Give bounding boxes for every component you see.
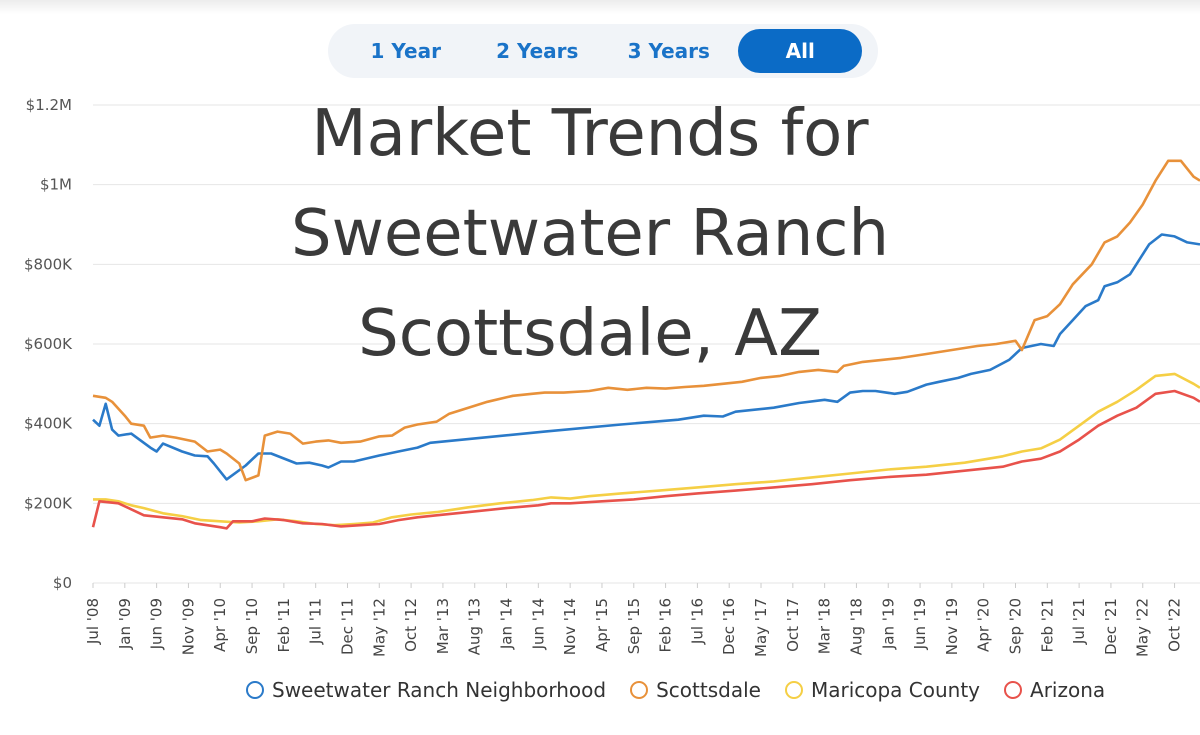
y-tick-label: $200K bbox=[24, 494, 73, 512]
x-tick-label: Jan '14 bbox=[498, 598, 516, 650]
x-tick-label: Jun '19 bbox=[911, 598, 929, 650]
legend-item-scottsdale[interactable]: Scottsdale bbox=[630, 678, 761, 702]
range-tab-3-years[interactable]: 3 Years bbox=[627, 39, 710, 63]
x-tick-label: Mar '18 bbox=[816, 598, 834, 654]
y-tick-label: $600K bbox=[24, 335, 73, 353]
x-tick-label: Apr '20 bbox=[975, 598, 993, 652]
series-lines bbox=[91, 159, 1200, 530]
series-line-sweetwater-ranch-neighborhood bbox=[92, 233, 1200, 481]
x-tick-label: Nov '19 bbox=[943, 598, 961, 655]
y-tick-label: $400K bbox=[24, 415, 73, 433]
chart-title: Market Trends for Sweetwater Ranch Scott… bbox=[180, 84, 1000, 384]
y-tick-label: $1.2M bbox=[26, 96, 72, 114]
y-axis-ticks: $0 $200K $400K $600K $800K $1M $1.2M bbox=[24, 96, 73, 592]
series-line-scottsdale bbox=[92, 159, 1200, 482]
x-tick-label: May '12 bbox=[370, 598, 388, 657]
legend-swatch-maricopa bbox=[784, 681, 803, 699]
x-tick-label: Jul '21 bbox=[1070, 598, 1088, 645]
legend-item-sweetwater[interactable]: Sweetwater Ranch Neighborhood bbox=[246, 678, 606, 702]
x-tick-label: Apr '10 bbox=[211, 598, 229, 652]
x-tick-label: Feb '11 bbox=[275, 598, 293, 653]
x-tick-label: Sep '20 bbox=[1007, 598, 1025, 654]
chart-legend: Sweetwater Ranch Neighborhood Scottsdale… bbox=[246, 676, 1105, 704]
legend-item-maricopa[interactable]: Maricopa County bbox=[784, 678, 981, 702]
x-tick-label: Dec '21 bbox=[1102, 598, 1120, 655]
range-tab-1-year[interactable]: 1 Year bbox=[370, 39, 441, 63]
x-tick-label: Jun '09 bbox=[148, 598, 166, 650]
x-tick-label: Sep '15 bbox=[625, 598, 643, 654]
x-axis-ticks: Jul '08 Jan '09 Jun '09 Nov '09 Apr '10 Sep '… bbox=[84, 583, 1184, 657]
x-tick-label: Jan '09 bbox=[116, 598, 134, 650]
series-line-arizona bbox=[91, 389, 1200, 530]
x-tick-label: Aug '13 bbox=[466, 598, 484, 655]
series-line-maricopa-county bbox=[93, 372, 1200, 527]
x-tick-label: Oct '12 bbox=[402, 598, 420, 652]
x-tick-label: Dec '16 bbox=[720, 598, 738, 655]
legend-item-arizona[interactable]: Arizona bbox=[1004, 678, 1105, 702]
chart-title-line-2: Sweetwater Ranch bbox=[290, 197, 890, 271]
chart-title-line-1: Market Trends for bbox=[311, 97, 869, 171]
legend-label-arizona: Arizona bbox=[1030, 678, 1106, 702]
top-shade bbox=[0, 0, 1200, 14]
x-tick-label: Apr '15 bbox=[593, 598, 611, 652]
chart-title-line-3: Scottsdale, AZ bbox=[358, 297, 822, 371]
x-tick-label: Jun '14 bbox=[529, 598, 547, 650]
x-tick-label: Oct '17 bbox=[784, 598, 802, 652]
legend-label-sweetwater: Sweetwater Ranch Neighborhood bbox=[272, 678, 607, 702]
x-tick-label: Jan '19 bbox=[879, 598, 897, 650]
x-tick-label: Jul '11 bbox=[307, 598, 325, 645]
x-tick-label: Oct '22 bbox=[1166, 598, 1184, 652]
legend-label-maricopa: Maricopa County bbox=[810, 678, 981, 702]
x-tick-label: Nov '09 bbox=[179, 598, 197, 655]
x-tick-label: Jul '08 bbox=[84, 598, 102, 645]
x-tick-label: Feb '21 bbox=[1038, 598, 1056, 653]
x-tick-label: Jul '16 bbox=[688, 598, 706, 645]
x-tick-label: May '22 bbox=[1134, 598, 1152, 657]
y-tick-label: $0 bbox=[53, 574, 72, 592]
grid-lines bbox=[93, 104, 1200, 584]
legend-label-scottsdale: Scottsdale bbox=[656, 678, 761, 702]
x-tick-label: May '17 bbox=[752, 598, 770, 657]
x-tick-label: Mar '13 bbox=[434, 598, 452, 654]
legend-swatch-sweetwater bbox=[246, 681, 264, 699]
x-tick-label: Nov '14 bbox=[561, 598, 579, 655]
time-range-selector: 1 Year 2 Years 3 Years All bbox=[328, 24, 878, 78]
x-tick-label: Dec '11 bbox=[338, 598, 356, 655]
range-tab-all[interactable]: All bbox=[738, 29, 863, 73]
y-tick-label: $1M bbox=[40, 176, 72, 194]
range-tab-2-years[interactable]: 2 Years bbox=[496, 39, 579, 63]
legend-swatch-arizona bbox=[1004, 681, 1023, 699]
x-tick-label: Aug '18 bbox=[847, 598, 865, 655]
legend-swatch-scottsdale bbox=[630, 681, 649, 699]
x-tick-label: Feb '16 bbox=[657, 598, 675, 653]
x-tick-label: Sep '10 bbox=[243, 598, 261, 654]
y-tick-label: $800K bbox=[24, 255, 73, 273]
